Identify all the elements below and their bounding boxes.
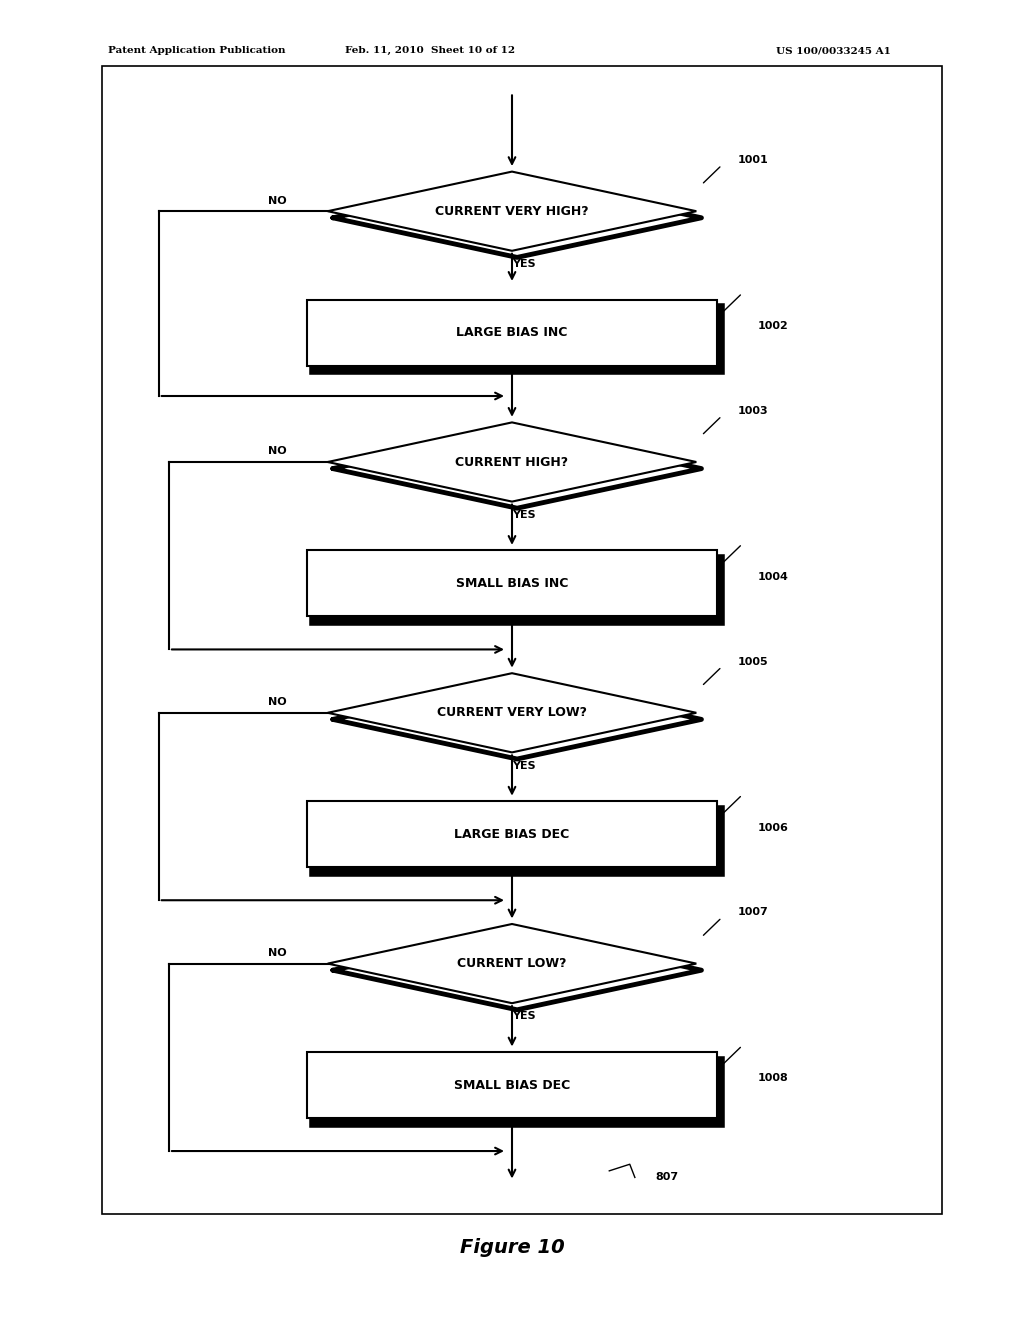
Text: YES: YES	[512, 1011, 536, 1022]
Text: Figure 10: Figure 10	[460, 1238, 564, 1257]
Text: Feb. 11, 2010  Sheet 10 of 12: Feb. 11, 2010 Sheet 10 of 12	[345, 46, 515, 55]
Text: NO: NO	[268, 948, 287, 958]
Text: LARGE BIAS DEC: LARGE BIAS DEC	[455, 828, 569, 841]
Text: LARGE BIAS INC: LARGE BIAS INC	[457, 326, 567, 339]
Text: NO: NO	[268, 195, 287, 206]
Text: CURRENT LOW?: CURRENT LOW?	[458, 957, 566, 970]
FancyBboxPatch shape	[312, 1059, 722, 1125]
Text: CURRENT VERY HIGH?: CURRENT VERY HIGH?	[435, 205, 589, 218]
Text: NO: NO	[268, 446, 287, 457]
FancyBboxPatch shape	[102, 66, 942, 1214]
Text: SMALL BIAS DEC: SMALL BIAS DEC	[454, 1078, 570, 1092]
Text: 1001: 1001	[737, 154, 768, 165]
FancyBboxPatch shape	[312, 557, 722, 623]
Text: 1007: 1007	[737, 907, 768, 917]
FancyBboxPatch shape	[312, 306, 722, 372]
Text: 807: 807	[655, 1172, 679, 1183]
Text: YES: YES	[512, 510, 536, 520]
Text: US 100/0033245 A1: US 100/0033245 A1	[776, 46, 891, 55]
Text: SMALL BIAS INC: SMALL BIAS INC	[456, 577, 568, 590]
Text: CURRENT VERY LOW?: CURRENT VERY LOW?	[437, 706, 587, 719]
Text: 1006: 1006	[758, 822, 788, 833]
FancyBboxPatch shape	[307, 550, 717, 616]
FancyBboxPatch shape	[307, 1052, 717, 1118]
Text: NO: NO	[268, 697, 287, 708]
Polygon shape	[328, 172, 696, 251]
Text: CURRENT HIGH?: CURRENT HIGH?	[456, 455, 568, 469]
Text: 1002: 1002	[758, 321, 788, 331]
Text: 1005: 1005	[737, 656, 768, 667]
Text: 1003: 1003	[737, 405, 768, 416]
Text: YES: YES	[512, 760, 536, 771]
FancyBboxPatch shape	[312, 808, 722, 874]
Text: Patent Application Publication: Patent Application Publication	[108, 46, 285, 55]
Polygon shape	[328, 673, 696, 752]
Polygon shape	[328, 422, 696, 502]
FancyBboxPatch shape	[307, 801, 717, 867]
FancyBboxPatch shape	[307, 300, 717, 366]
Text: YES: YES	[512, 259, 536, 269]
Text: 1004: 1004	[758, 572, 788, 582]
Text: 1008: 1008	[758, 1073, 788, 1084]
Polygon shape	[328, 924, 696, 1003]
